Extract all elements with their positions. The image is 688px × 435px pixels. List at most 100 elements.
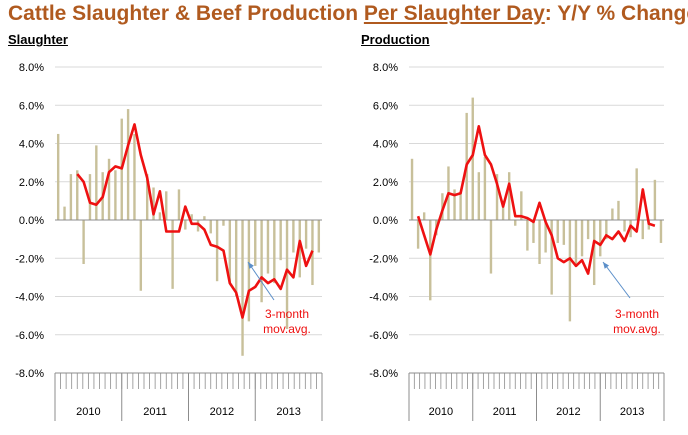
y-tick-label: -8.0% <box>369 368 398 380</box>
moving-average-line <box>416 125 656 275</box>
y-tick-label: 8.0% <box>373 62 398 74</box>
annotation-arrow <box>247 261 275 301</box>
data-bar <box>617 200 620 220</box>
data-bar <box>514 220 517 226</box>
data-bar <box>139 220 143 291</box>
data-bar <box>279 220 282 261</box>
data-bar <box>544 220 547 253</box>
data-bar <box>526 220 529 251</box>
data-bar <box>410 158 414 220</box>
data-bar <box>550 220 553 295</box>
y-tick-label: 2.0% <box>19 177 44 189</box>
x-tick-label: 2013 <box>620 406 644 418</box>
data-bar <box>538 220 541 264</box>
title-part-1: Cattle Slaughter & Beef Production <box>8 2 364 25</box>
data-bar <box>222 220 225 226</box>
data-bar <box>203 216 206 220</box>
data-bar <box>635 168 638 220</box>
data-bar <box>63 206 66 220</box>
data-bar <box>254 220 257 266</box>
data-bar <box>429 220 432 301</box>
data-bar <box>133 133 136 220</box>
x-tick-label: 2011 <box>493 406 517 418</box>
y-tick-label: -4.0% <box>15 292 44 304</box>
data-bar <box>171 220 174 289</box>
data-bar <box>292 220 295 253</box>
data-bar <box>520 191 523 220</box>
data-bar <box>158 212 162 220</box>
x-tick-label: 2011 <box>143 406 167 418</box>
y-tick-label: -8.0% <box>15 368 44 380</box>
y-tick-label: -6.0% <box>15 330 44 342</box>
data-bar <box>190 214 193 220</box>
data-bar <box>152 187 155 220</box>
x-tick-label: 2010 <box>429 406 453 418</box>
data-bar <box>653 179 657 220</box>
data-bar <box>483 156 487 220</box>
y-tick-label: 6.0% <box>19 100 44 112</box>
data-bar <box>260 220 263 303</box>
data-bar <box>177 189 181 220</box>
annotation-line-1: 3-month <box>265 307 309 321</box>
data-bar <box>580 220 584 257</box>
y-tick-label: 4.0% <box>19 139 44 151</box>
annotation-line-2: mov.avg. <box>613 322 661 336</box>
data-bar <box>568 220 572 322</box>
data-bar <box>556 220 559 243</box>
data-bar <box>659 220 663 243</box>
annotation-arrowhead <box>248 262 254 269</box>
title-part-2: Per Slaughter Day <box>363 2 545 25</box>
x-tick-label: 2012 <box>556 406 580 418</box>
production-chart: -8.0% -6.0% -4.0% -2.0% 0.0% 2.0% 4.0% 6.0% 8.0%… <box>369 62 665 421</box>
data-bar <box>165 191 168 220</box>
data-bar <box>273 220 276 284</box>
data-bar <box>215 220 219 282</box>
data-bar <box>95 145 98 220</box>
data-bar <box>82 220 85 264</box>
slaughter-chart: -8.0% -6.0% -4.0% -2.0% 0.0% 2.0% 4.0% 6.0% 8.0%… <box>15 62 323 421</box>
data-bar <box>453 189 456 220</box>
annotation-line-1: 3-month <box>615 307 659 321</box>
annotation-arrowhead <box>603 262 610 269</box>
y-tick-label: -6.0% <box>369 330 398 342</box>
data-bar <box>126 109 130 220</box>
data-bar <box>196 220 200 232</box>
data-bar <box>586 220 590 240</box>
data-bar <box>107 158 111 220</box>
data-bar <box>228 220 232 284</box>
data-bar <box>495 174 499 220</box>
y-tick-label: 0.0% <box>373 215 398 227</box>
data-bar <box>416 220 420 249</box>
production-chart-title: Production <box>361 32 430 47</box>
data-bar <box>88 174 92 220</box>
data-bar <box>459 193 462 220</box>
chart-title: Cattle Slaughter & Beef Production Per S… <box>8 2 688 26</box>
title-part-3: : Y/Y % Change <box>544 2 688 25</box>
data-bar <box>69 174 73 220</box>
data-bar <box>234 220 238 297</box>
y-tick-label: 8.0% <box>19 62 44 74</box>
y-tick-label: 2.0% <box>373 177 398 189</box>
data-bar <box>184 220 187 230</box>
data-bar <box>241 220 244 356</box>
x-tick-label: 2013 <box>276 406 300 418</box>
y-tick-label: -2.0% <box>369 253 398 265</box>
data-bar <box>471 97 474 220</box>
data-bar <box>266 220 270 274</box>
slaughter-chart-title: Slaughter <box>8 32 68 47</box>
data-bar <box>317 220 321 253</box>
annotation-arrow <box>602 261 631 299</box>
annotation-line-2: mov.avg. <box>263 322 311 336</box>
data-bar <box>76 170 79 220</box>
data-bar <box>145 174 149 220</box>
data-bar <box>599 220 602 257</box>
moving-average-line <box>76 123 314 319</box>
data-bar <box>623 220 626 232</box>
y-tick-label: 6.0% <box>373 100 398 112</box>
data-bar <box>304 220 308 249</box>
x-tick-label: 2012 <box>210 406 234 418</box>
data-bar <box>209 220 212 234</box>
x-tick-label: 2010 <box>76 406 100 418</box>
y-tick-label: 0.0% <box>19 215 44 227</box>
